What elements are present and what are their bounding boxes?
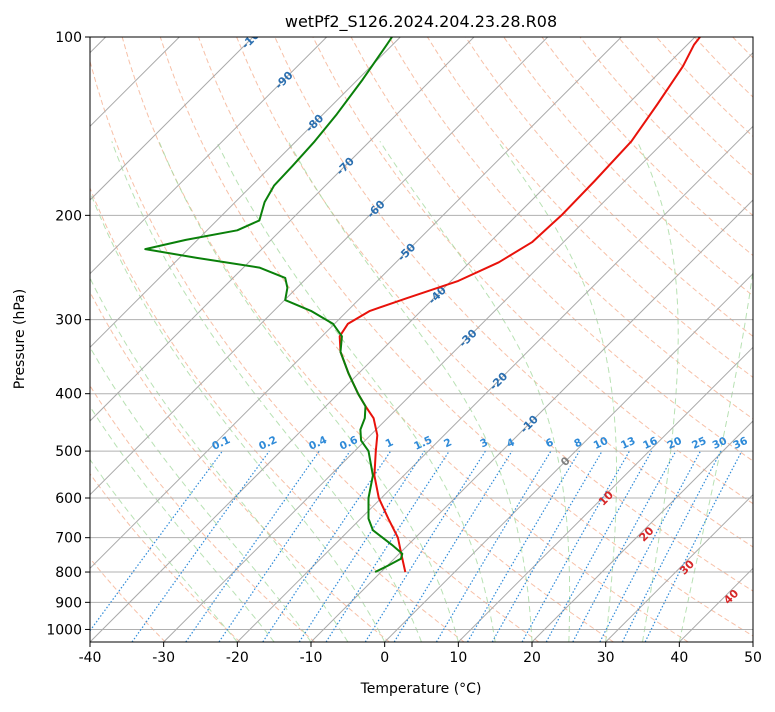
x-tick-label: 0 — [380, 650, 389, 666]
x-tick-label: 30 — [597, 650, 615, 666]
x-tick-label: -30 — [152, 650, 175, 666]
chart-title: wetPf2_S126.2024.204.23.28.R08 — [285, 12, 557, 32]
x-tick-label: -10 — [300, 650, 323, 666]
x-tick-label: -40 — [79, 650, 102, 666]
y-tick-label: 900 — [55, 595, 82, 611]
y-tick-label: 600 — [55, 491, 82, 507]
y-tick-label: 300 — [55, 313, 82, 329]
x-tick-label: 50 — [744, 650, 762, 666]
y-tick-label: 200 — [55, 208, 82, 224]
x-tick-label: 10 — [449, 650, 467, 666]
y-tick-label: 1000 — [46, 622, 82, 638]
x-tick-label: -20 — [226, 650, 249, 666]
y-tick-label: 700 — [55, 531, 82, 547]
y-tick-label: 400 — [55, 387, 82, 403]
x-tick-label: 40 — [670, 650, 688, 666]
y-tick-label: 800 — [55, 565, 82, 581]
x-tick-label: 20 — [523, 650, 541, 666]
y-tick-label: 500 — [55, 444, 82, 460]
y-tick-label: 100 — [55, 30, 82, 46]
x-axis-label: Temperature (°C) — [360, 681, 482, 697]
y-axis-label: Pressure (hPa) — [12, 289, 28, 389]
